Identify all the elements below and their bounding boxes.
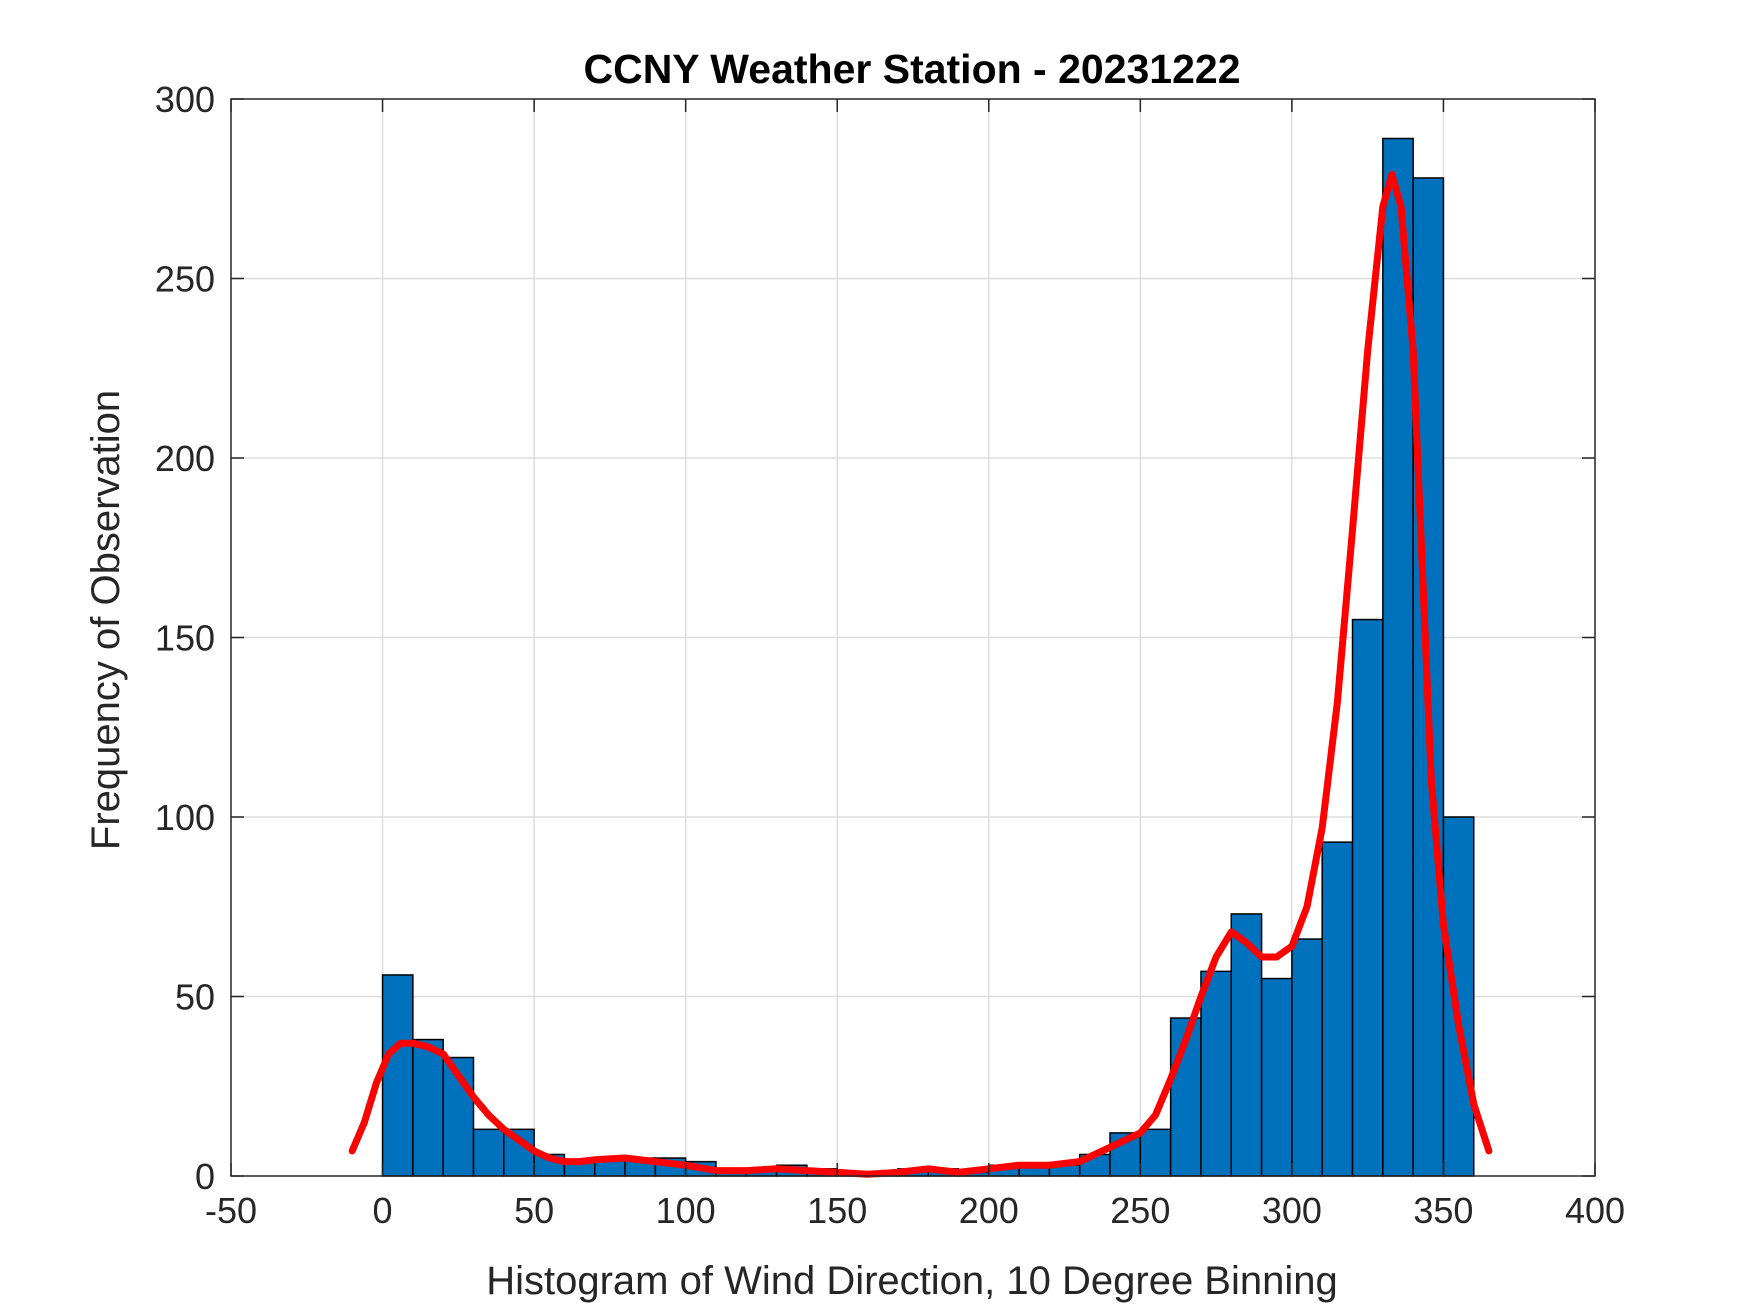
x-tick-label: 200 [959, 1190, 1019, 1231]
x-tick-labels: -50 0 50 100 150 200 250 300 350 400 [205, 1190, 1625, 1231]
histogram-bars [381, 137, 1475, 1177]
axis-ticks [230, 98, 1596, 1177]
x-tick-label: 350 [1413, 1190, 1473, 1231]
y-tick-labels: 0 50 100 150 200 250 300 [155, 79, 215, 1197]
histogram-bar [1139, 1128, 1172, 1177]
y-tick-label: 250 [155, 259, 215, 300]
x-tick-label: 0 [373, 1190, 393, 1231]
histogram-bar [1351, 618, 1384, 1177]
histogram-bar [412, 1038, 444, 1177]
y-axis-label: Frequency of Observation [84, 390, 128, 850]
histogram-bar [1291, 938, 1323, 1177]
x-tick-label: 100 [656, 1190, 716, 1231]
x-tick-label: 400 [1565, 1190, 1625, 1231]
histogram-bar [1442, 816, 1475, 1177]
x-axis-label: Histogram of Wind Direction, 10 Degree B… [486, 1259, 1338, 1303]
histogram-bar [472, 1128, 505, 1177]
y-tick-label: 100 [155, 797, 215, 838]
x-tick-label: 250 [1110, 1190, 1170, 1231]
histogram-bar [1200, 970, 1233, 1177]
x-tick-label: 300 [1262, 1190, 1322, 1231]
histogram-bar [381, 974, 414, 1177]
x-tick-label: -50 [205, 1190, 257, 1231]
chart-title: CCNY Weather Station - 20231222 [583, 46, 1240, 92]
y-tick-label: 150 [155, 618, 215, 659]
y-tick-label: 200 [155, 438, 215, 479]
y-tick-label: 300 [155, 79, 215, 120]
x-tick-label: 150 [807, 1190, 867, 1231]
histogram-bar [1260, 977, 1293, 1177]
histogram-bar [1321, 841, 1354, 1177]
x-tick-label: 50 [514, 1190, 554, 1231]
y-tick-label: 0 [195, 1156, 215, 1197]
y-tick-label: 50 [175, 977, 215, 1018]
